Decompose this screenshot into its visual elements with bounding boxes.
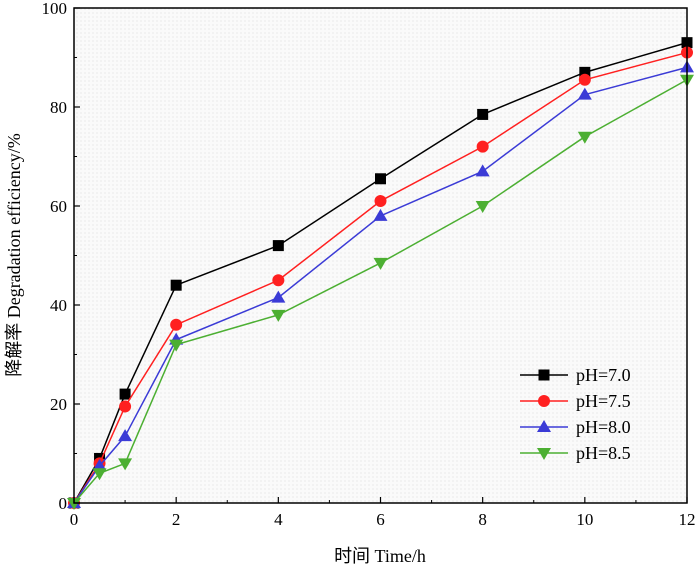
axis-layer: 0 2 4 6 8 10 12 0 20 40 60 80 100 [42, 0, 696, 529]
y-tick-label: 80 [50, 98, 67, 117]
data-point [169, 339, 184, 352]
legend-label: pH=7.0 [576, 365, 631, 385]
data-point [579, 66, 591, 78]
data-point [477, 108, 489, 120]
data-point [271, 290, 286, 303]
y-tick-label: 0 [59, 494, 68, 513]
legend-marker [538, 395, 550, 407]
data-point [271, 309, 286, 322]
legend-item: pH=7.5 [520, 391, 631, 411]
series-3 [67, 60, 694, 508]
legend-item: pH=8.0 [520, 417, 631, 437]
x-tick-label: 12 [679, 510, 696, 529]
legend-marker [537, 448, 551, 460]
data-point [118, 458, 133, 471]
y-axis-title: 降解率 Degradation efficiency/% [4, 133, 24, 377]
data-point [92, 458, 107, 471]
x-tick-label: 4 [274, 510, 283, 529]
y-tick-label: 20 [50, 395, 67, 414]
data-point [476, 140, 489, 153]
data-point [170, 279, 182, 291]
legend-marker [537, 420, 551, 432]
data-point [119, 388, 131, 400]
data-point [67, 498, 81, 510]
data-point [119, 400, 132, 413]
x-tick-label: 6 [376, 510, 385, 529]
data-point [170, 318, 183, 331]
legend-marker [538, 369, 550, 381]
legend-label: pH=8.5 [576, 443, 631, 463]
y-tick-label: 60 [50, 197, 67, 216]
legend-item: pH=8.5 [520, 443, 631, 463]
legend-item: pH=7.0 [520, 365, 631, 385]
data-point [578, 73, 591, 86]
x-axis-title: 时间 Time/h [334, 546, 426, 566]
data-point [373, 208, 388, 221]
legend-label: pH=7.5 [576, 391, 631, 411]
data-point [374, 195, 387, 208]
x-tick-label: 0 [70, 510, 79, 529]
data-point [272, 240, 284, 252]
data-point [373, 257, 388, 270]
y-tick-label: 100 [42, 0, 68, 18]
series-layer [67, 37, 694, 510]
data-point [92, 468, 107, 481]
data-point [475, 201, 490, 213]
legend-label: pH=8.0 [576, 417, 631, 437]
x-tick-label: 10 [576, 510, 593, 529]
x-tick-label: 2 [172, 510, 181, 529]
data-point [475, 164, 490, 177]
legend: pH=7.0 pH=7.5 pH=8.0 pH=8.5 [520, 365, 631, 463]
y-tick-label: 40 [50, 296, 67, 315]
data-point [118, 429, 133, 442]
data-point [375, 173, 386, 185]
data-point [577, 131, 592, 144]
x-tick-label: 8 [478, 510, 487, 529]
series-4 [67, 74, 694, 510]
data-point [272, 274, 285, 287]
data-point [577, 87, 592, 100]
